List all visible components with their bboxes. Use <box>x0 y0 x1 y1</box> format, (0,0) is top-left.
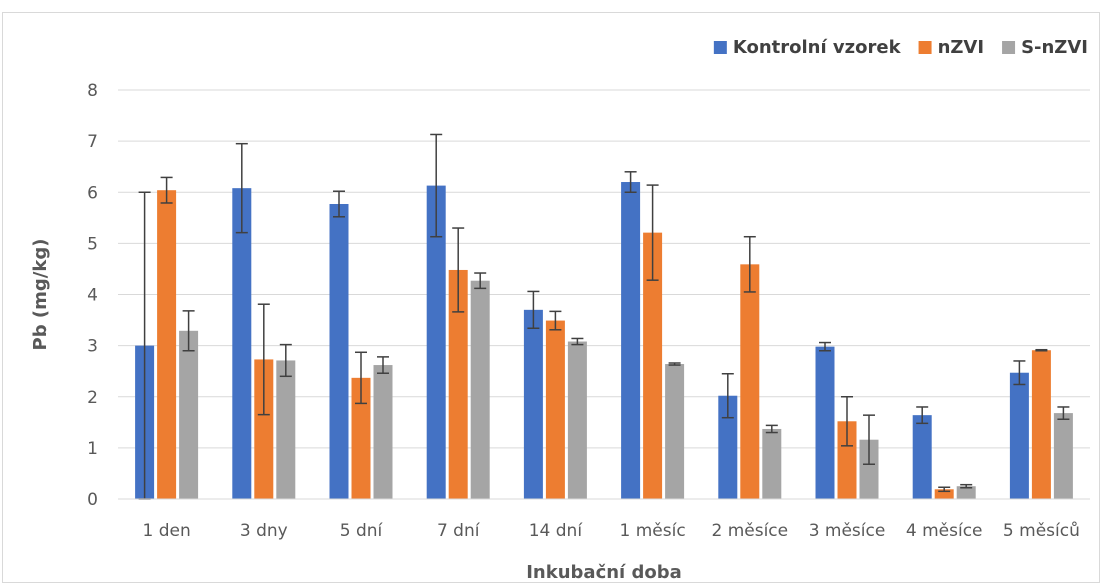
bar <box>1032 350 1051 499</box>
bar <box>471 281 490 499</box>
legend-label: Kontrolní vzorek <box>733 37 902 58</box>
bar <box>330 204 349 499</box>
bar <box>913 415 932 499</box>
bar <box>546 321 565 499</box>
x-tick-label: 5 měsíců <box>1003 521 1080 541</box>
bar <box>232 188 251 499</box>
y-tick-label: 3 <box>87 337 98 357</box>
x-tick-label: 7 dní <box>437 521 481 541</box>
x-tick-labels: 1 den 3 dny 5 dní 7 dní 14 dní 1 měsíc 2 měsíc… <box>142 521 1079 541</box>
bar <box>568 342 587 499</box>
legend-swatch <box>1002 41 1015 54</box>
bar <box>374 365 393 499</box>
y-tick-label: 4 <box>87 286 98 306</box>
bar <box>1054 413 1073 499</box>
bar <box>621 182 640 499</box>
bar <box>740 264 759 499</box>
x-tick-label: 1 den <box>142 521 190 541</box>
x-tick-label: 5 dní <box>340 521 384 541</box>
bar <box>1010 373 1029 499</box>
bar <box>762 429 781 499</box>
bar <box>276 360 295 499</box>
y-tick-label: 2 <box>87 388 98 408</box>
bar <box>816 347 835 499</box>
y-tick-label: 5 <box>87 234 98 254</box>
x-tick-label: 14 dní <box>529 521 584 541</box>
legend-label: S-nZVI <box>1021 37 1088 58</box>
x-axis-title: Inkubační doba <box>526 562 682 583</box>
legend: Kontrolní vzorek nZVI S-nZVI <box>714 37 1088 58</box>
x-tick-label: 2 měsíce <box>711 521 788 541</box>
legend-label: nZVI <box>938 37 985 58</box>
legend-swatch <box>714 41 727 54</box>
y-tick-label: 7 <box>87 132 98 152</box>
y-axis-title: Pb (mg/kg) <box>30 239 51 351</box>
bar <box>665 364 684 499</box>
bars <box>135 182 1073 499</box>
y-tick-labels: 0 1 2 3 4 5 6 7 8 <box>87 81 98 510</box>
x-tick-label: 4 měsíce <box>906 521 983 541</box>
x-tick-label: 1 měsíc <box>620 521 686 541</box>
x-tick-label: 3 dny <box>240 521 288 541</box>
y-tick-label: 0 <box>87 490 98 510</box>
bar <box>157 190 176 499</box>
y-tick-label: 6 <box>87 183 98 203</box>
y-tick-label: 1 <box>87 439 98 459</box>
y-tick-label: 8 <box>87 81 98 101</box>
x-tick-label: 3 měsíce <box>809 521 886 541</box>
legend-swatch <box>919 41 932 54</box>
bar <box>524 310 543 499</box>
bar <box>179 331 198 499</box>
